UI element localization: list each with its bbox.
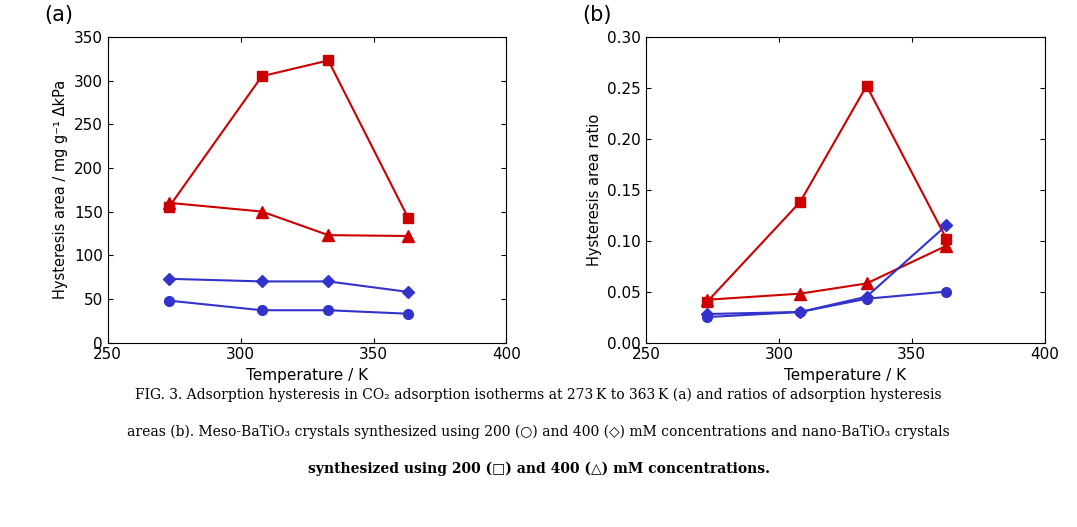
Text: (b): (b): [583, 5, 612, 25]
X-axis label: Temperature / K: Temperature / K: [246, 368, 368, 383]
Text: synthesized using 200 (□) and 400 (△) mM concentrations.: synthesized using 200 (□) and 400 (△) mM…: [308, 461, 769, 475]
Text: FIG. 3. Adsorption hysteresis in CO₂ adsorption isotherms at 273 K to 363 K (a) : FIG. 3. Adsorption hysteresis in CO₂ ads…: [136, 387, 941, 402]
Text: (a): (a): [44, 5, 73, 25]
X-axis label: Temperature / K: Temperature / K: [784, 368, 907, 383]
Y-axis label: Hysteresis area ratio: Hysteresis area ratio: [587, 114, 602, 266]
Y-axis label: Hysteresis area / mg g⁻¹ ΔkPa: Hysteresis area / mg g⁻¹ ΔkPa: [53, 80, 68, 299]
Text: areas (b). Meso-BaTiO₃ crystals synthesized using 200 (○) and 400 (◇) mM concent: areas (b). Meso-BaTiO₃ crystals synthesi…: [127, 424, 950, 438]
